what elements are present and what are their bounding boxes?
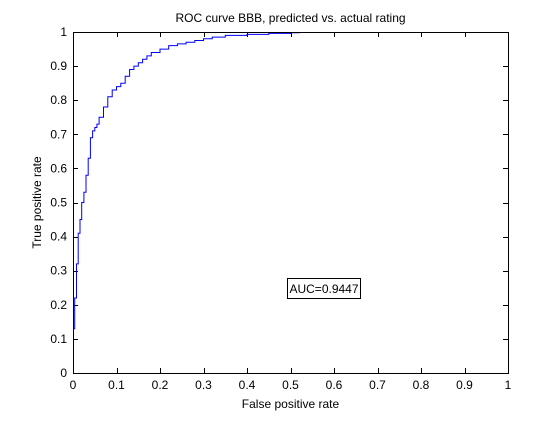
x-tick-label: 0.8	[413, 378, 430, 392]
x-tick-label: 0.9	[456, 378, 473, 392]
y-tick-label: 0.1	[50, 332, 67, 346]
plot-border	[73, 32, 509, 374]
auc-annotation-text: AUC=0.9447	[289, 282, 358, 296]
y-tick-label: 0.8	[50, 93, 67, 107]
y-tick-label: 0.5	[50, 196, 67, 210]
plot-area	[73, 32, 508, 373]
y-tick-label: 0.6	[50, 161, 67, 175]
y-tick-label: 0.3	[50, 264, 67, 278]
x-tick-label: 0.7	[369, 378, 386, 392]
x-tick-label: 0.4	[239, 378, 256, 392]
auc-annotation-box	[287, 278, 361, 299]
ticks-layer: 0 0.1 0.2 0.3 0.4 0.5 0.6 0.7 0.8 0.9 1 0 0.1 0.2 0.3 0…	[50, 25, 511, 392]
y-tick-label: 0	[60, 366, 67, 380]
y-tick-label: 0.7	[50, 127, 67, 141]
x-tick-label: 1	[505, 378, 512, 392]
roc-curve-line	[73, 32, 300, 330]
y-tick-label: 0.4	[50, 230, 67, 244]
y-tick-label: 0.9	[50, 59, 67, 73]
x-tick-label: 0.2	[152, 378, 169, 392]
x-tick-label: 0	[70, 378, 77, 392]
y-tick-label: 0.2	[50, 298, 67, 312]
series-layer	[73, 32, 300, 330]
x-tick-label: 0.3	[195, 378, 212, 392]
auc-annotation: AUC=0.9447	[287, 278, 361, 299]
x-axis-label: False positive rate	[242, 397, 340, 411]
y-tick-label: 1	[60, 25, 67, 39]
x-tick-label: 0.6	[326, 378, 343, 392]
chart-title: ROC curve BBB, predicted vs. actual rati…	[175, 11, 405, 25]
y-axis-label: True positive rate	[30, 156, 44, 249]
x-tick-label: 0.1	[108, 378, 125, 392]
x-tick-label: 0.5	[282, 378, 299, 392]
